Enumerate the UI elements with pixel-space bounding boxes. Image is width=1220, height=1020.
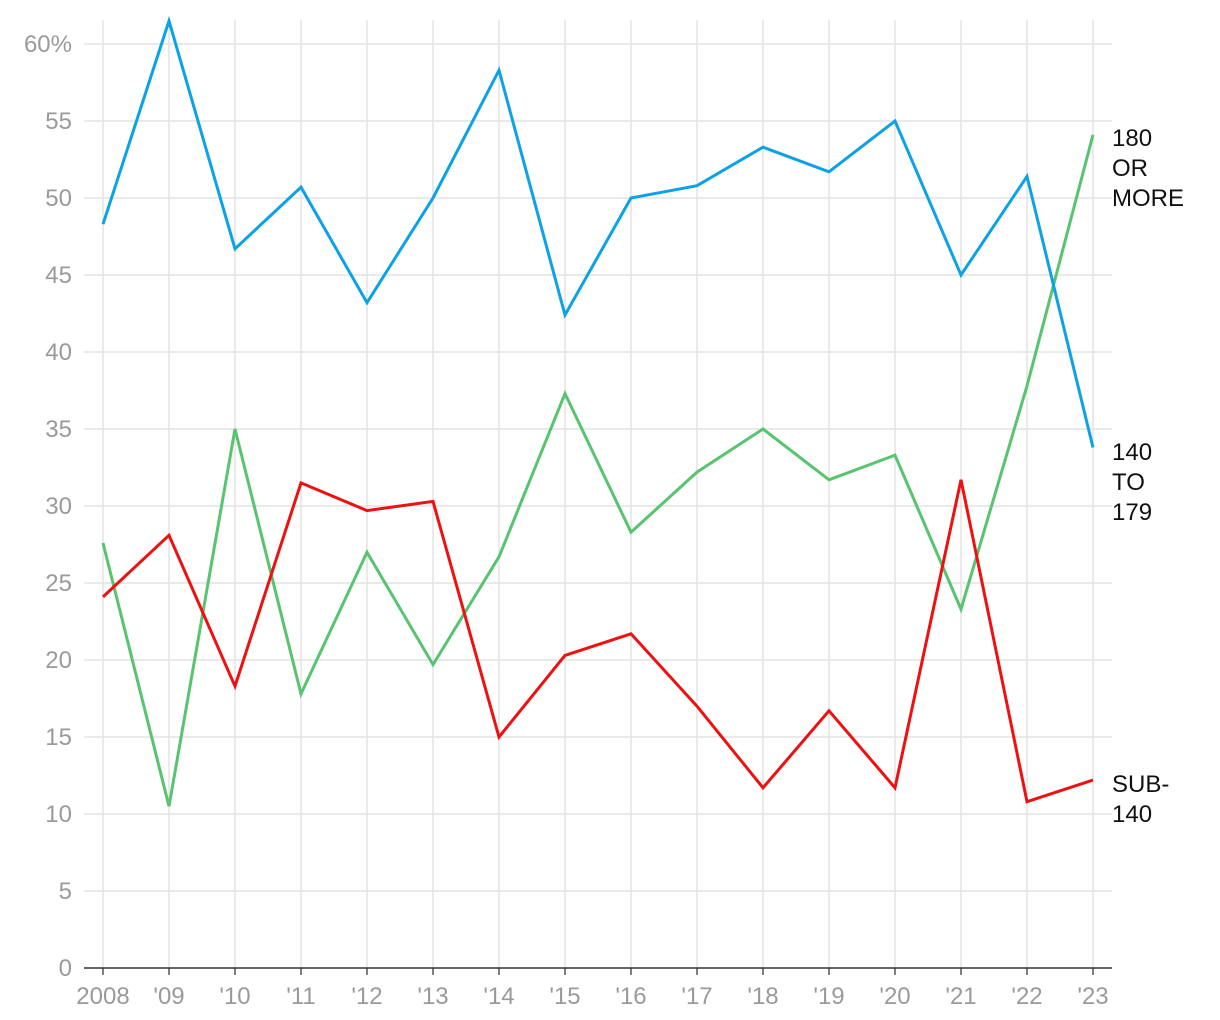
y-tick-label: 5 — [59, 878, 72, 905]
y-tick-label: 10 — [45, 801, 72, 828]
series-label-sub-140: SUB- 140 — [1112, 771, 1169, 828]
x-tick-label: '15 — [549, 983, 580, 1010]
x-tick-label: '16 — [615, 983, 646, 1010]
series-line-140-to-179 — [101, 134, 1095, 807]
series-label-180-or-more: 180 OR MORE — [1112, 125, 1184, 212]
y-tick-label: 60% — [24, 31, 72, 58]
series-line-180-or-more — [101, 15, 1095, 448]
x-tick-label: '13 — [417, 983, 448, 1010]
series-label-line: SUB- — [1112, 771, 1169, 798]
x-tick-label: '09 — [153, 983, 184, 1010]
y-tick-label: 30 — [45, 493, 72, 520]
y-tick-label: 50 — [45, 185, 72, 212]
series-label-line: 140 — [1112, 801, 1152, 828]
y-tick-label: 20 — [45, 647, 72, 674]
x-tick-label: '20 — [879, 983, 910, 1010]
x-tick-label: 2008 — [76, 983, 129, 1010]
y-axis-tick-labels: 0 5 10 15 20 25 30 35 40 45 50 55 60% — [24, 31, 72, 982]
x-tick-label: '18 — [747, 983, 778, 1010]
series-label-line: TO — [1112, 469, 1145, 496]
y-tick-label: 0 — [59, 955, 72, 982]
x-tick-label: '19 — [813, 983, 844, 1010]
x-tick-label: '10 — [219, 983, 250, 1010]
series-label-line: 140 — [1112, 439, 1152, 466]
series-lines — [101, 15, 1095, 807]
x-tick-label: '14 — [483, 983, 514, 1010]
y-tick-label: 55 — [45, 108, 72, 135]
series-labels: 180 OR MORE 140 TO 179 SUB- 140 — [1112, 125, 1184, 828]
series-label-line: OR — [1112, 155, 1148, 182]
y-tick-label: 25 — [45, 570, 72, 597]
x-tick-label: '21 — [945, 983, 976, 1010]
series-label-line: 180 — [1112, 125, 1152, 152]
series-label-line: MORE — [1112, 185, 1184, 212]
x-axis-tick-labels: 2008 '09 '10 '11 '12 '13 '14 '15 '16 '17 '18 '19 '20… — [76, 983, 1108, 1010]
series-label-140-to-179: 140 TO 179 — [1112, 439, 1152, 526]
x-tick-label: '23 — [1077, 983, 1108, 1010]
series-line-sub-140 — [101, 479, 1094, 804]
x-tick-label: '22 — [1011, 983, 1042, 1010]
y-tick-label: 45 — [45, 262, 72, 289]
series-label-line: 179 — [1112, 499, 1152, 526]
y-tick-label: 40 — [45, 339, 72, 366]
x-tick-label: '17 — [681, 983, 712, 1010]
x-tick-label: '12 — [351, 983, 382, 1010]
x-tick-label: '11 — [286, 983, 316, 1010]
y-tick-label: 15 — [45, 724, 72, 751]
y-tick-label: 35 — [45, 416, 72, 443]
